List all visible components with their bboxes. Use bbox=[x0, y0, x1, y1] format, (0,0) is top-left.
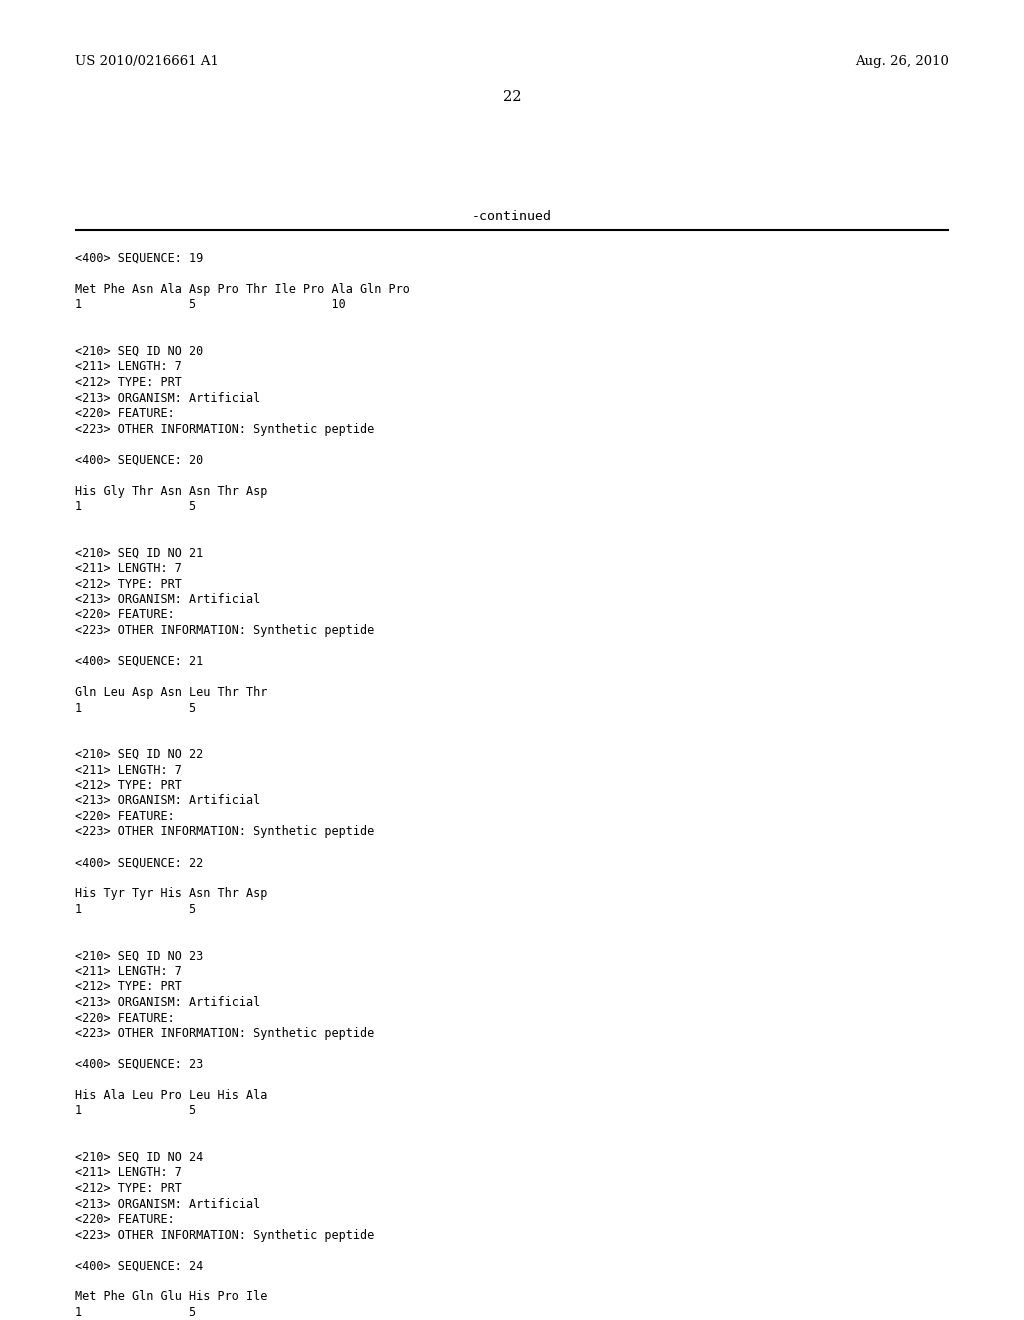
Text: <210> SEQ ID NO 21: <210> SEQ ID NO 21 bbox=[75, 546, 203, 560]
Text: <400> SEQUENCE: 21: <400> SEQUENCE: 21 bbox=[75, 655, 203, 668]
Text: <210> SEQ ID NO 22: <210> SEQ ID NO 22 bbox=[75, 748, 203, 762]
Text: <220> FEATURE:: <220> FEATURE: bbox=[75, 1011, 175, 1024]
Text: Met Phe Gln Glu His Pro Ile: Met Phe Gln Glu His Pro Ile bbox=[75, 1291, 267, 1304]
Text: <211> LENGTH: 7: <211> LENGTH: 7 bbox=[75, 562, 182, 576]
Text: <400> SEQUENCE: 23: <400> SEQUENCE: 23 bbox=[75, 1059, 203, 1071]
Text: <220> FEATURE:: <220> FEATURE: bbox=[75, 810, 175, 822]
Text: US 2010/0216661 A1: US 2010/0216661 A1 bbox=[75, 55, 219, 69]
Text: <211> LENGTH: 7: <211> LENGTH: 7 bbox=[75, 1167, 182, 1180]
Text: <211> LENGTH: 7: <211> LENGTH: 7 bbox=[75, 763, 182, 776]
Text: <220> FEATURE:: <220> FEATURE: bbox=[75, 609, 175, 622]
Text: <213> ORGANISM: Artificial: <213> ORGANISM: Artificial bbox=[75, 997, 260, 1008]
Text: <210> SEQ ID NO 24: <210> SEQ ID NO 24 bbox=[75, 1151, 203, 1164]
Text: -continued: -continued bbox=[472, 210, 552, 223]
Text: <223> OTHER INFORMATION: Synthetic peptide: <223> OTHER INFORMATION: Synthetic pepti… bbox=[75, 422, 374, 436]
Text: <223> OTHER INFORMATION: Synthetic peptide: <223> OTHER INFORMATION: Synthetic pepti… bbox=[75, 1229, 374, 1242]
Text: <212> TYPE: PRT: <212> TYPE: PRT bbox=[75, 779, 182, 792]
Text: <220> FEATURE:: <220> FEATURE: bbox=[75, 407, 175, 420]
Text: <220> FEATURE:: <220> FEATURE: bbox=[75, 1213, 175, 1226]
Text: Gln Leu Asp Asn Leu Thr Thr: Gln Leu Asp Asn Leu Thr Thr bbox=[75, 686, 267, 700]
Text: 22: 22 bbox=[503, 90, 521, 104]
Text: 1               5: 1 5 bbox=[75, 903, 197, 916]
Text: <210> SEQ ID NO 23: <210> SEQ ID NO 23 bbox=[75, 949, 203, 962]
Text: 1               5: 1 5 bbox=[75, 701, 197, 714]
Text: <212> TYPE: PRT: <212> TYPE: PRT bbox=[75, 981, 182, 994]
Text: His Ala Leu Pro Leu His Ala: His Ala Leu Pro Leu His Ala bbox=[75, 1089, 267, 1102]
Text: <212> TYPE: PRT: <212> TYPE: PRT bbox=[75, 376, 182, 389]
Text: <213> ORGANISM: Artificial: <213> ORGANISM: Artificial bbox=[75, 795, 260, 808]
Text: <212> TYPE: PRT: <212> TYPE: PRT bbox=[75, 578, 182, 590]
Text: <213> ORGANISM: Artificial: <213> ORGANISM: Artificial bbox=[75, 593, 260, 606]
Text: <212> TYPE: PRT: <212> TYPE: PRT bbox=[75, 1181, 182, 1195]
Text: <400> SEQUENCE: 20: <400> SEQUENCE: 20 bbox=[75, 454, 203, 466]
Text: <400> SEQUENCE: 24: <400> SEQUENCE: 24 bbox=[75, 1259, 203, 1272]
Text: <213> ORGANISM: Artificial: <213> ORGANISM: Artificial bbox=[75, 1197, 260, 1210]
Text: 1               5                   10: 1 5 10 bbox=[75, 298, 346, 312]
Text: His Tyr Tyr His Asn Thr Asp: His Tyr Tyr His Asn Thr Asp bbox=[75, 887, 267, 900]
Text: <400> SEQUENCE: 22: <400> SEQUENCE: 22 bbox=[75, 857, 203, 870]
Text: 1               5: 1 5 bbox=[75, 1105, 197, 1118]
Text: <223> OTHER INFORMATION: Synthetic peptide: <223> OTHER INFORMATION: Synthetic pepti… bbox=[75, 825, 374, 838]
Text: Aug. 26, 2010: Aug. 26, 2010 bbox=[855, 55, 949, 69]
Text: 1               5: 1 5 bbox=[75, 1305, 197, 1319]
Text: His Gly Thr Asn Asn Thr Asp: His Gly Thr Asn Asn Thr Asp bbox=[75, 484, 267, 498]
Text: <400> SEQUENCE: 19: <400> SEQUENCE: 19 bbox=[75, 252, 203, 265]
Text: 1               5: 1 5 bbox=[75, 500, 197, 513]
Text: <223> OTHER INFORMATION: Synthetic peptide: <223> OTHER INFORMATION: Synthetic pepti… bbox=[75, 1027, 374, 1040]
Text: <210> SEQ ID NO 20: <210> SEQ ID NO 20 bbox=[75, 345, 203, 358]
Text: Met Phe Asn Ala Asp Pro Thr Ile Pro Ala Gln Pro: Met Phe Asn Ala Asp Pro Thr Ile Pro Ala … bbox=[75, 282, 410, 296]
Text: <211> LENGTH: 7: <211> LENGTH: 7 bbox=[75, 360, 182, 374]
Text: <213> ORGANISM: Artificial: <213> ORGANISM: Artificial bbox=[75, 392, 260, 404]
Text: <223> OTHER INFORMATION: Synthetic peptide: <223> OTHER INFORMATION: Synthetic pepti… bbox=[75, 624, 374, 638]
Text: <211> LENGTH: 7: <211> LENGTH: 7 bbox=[75, 965, 182, 978]
